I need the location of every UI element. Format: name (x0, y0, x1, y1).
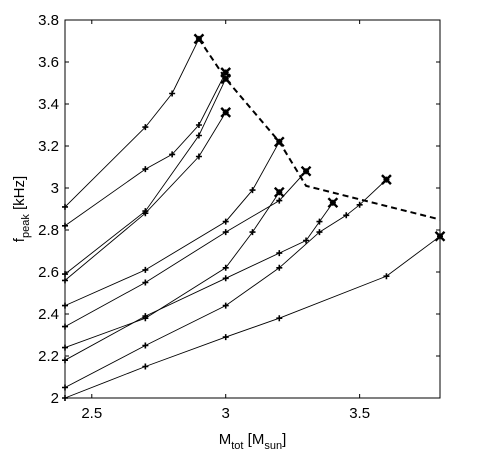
series-line-10 (64, 235, 441, 399)
plus-marker (222, 218, 229, 225)
series-line-5 (64, 141, 280, 307)
plot-data (62, 33, 446, 401)
y-tick-label: 2.6 (38, 264, 59, 281)
y-tick-label: 2 (51, 390, 59, 407)
plus-marker (142, 210, 149, 217)
y-tick-label: 3.6 (38, 54, 59, 71)
y-tick-label: 3.8 (38, 12, 59, 29)
plus-marker (222, 302, 229, 309)
plus-marker (343, 212, 350, 219)
plus-marker (169, 90, 176, 97)
series-line-6 (64, 170, 307, 327)
plus-marker (249, 187, 256, 194)
series-line-9 (64, 179, 387, 388)
plus-marker (276, 264, 283, 271)
x-marker (220, 73, 232, 85)
plus-marker (383, 273, 390, 280)
x-tick-label: 2.5 (81, 405, 102, 422)
plus-marker (142, 166, 149, 173)
series-line-3 (64, 78, 227, 275)
axes-frame (64, 19, 441, 399)
x-marker (273, 186, 285, 198)
plus-marker (195, 153, 202, 160)
series-line-8 (64, 202, 334, 361)
plus-marker (222, 334, 229, 341)
x-marker (327, 197, 339, 209)
y-tick-label: 2.4 (38, 306, 59, 323)
envelope-dashed-line (198, 38, 441, 221)
x-marker (193, 33, 205, 45)
series-line-4 (64, 112, 227, 281)
plus-marker (195, 122, 202, 128)
series-line-2 (64, 72, 227, 227)
y-tick-label: 3.4 (38, 96, 59, 113)
x-axis-label: Mtot [Msun] (219, 431, 287, 452)
plus-marker (142, 124, 149, 131)
plus-marker (316, 218, 323, 225)
plus-marker (249, 229, 256, 236)
plus-marker (169, 151, 176, 158)
plus-marker (142, 279, 149, 286)
x-marker (300, 165, 312, 177)
y-tick-label: 3 (51, 180, 59, 197)
y-tick-label: 2.2 (38, 348, 59, 365)
plus-marker (142, 266, 149, 273)
x-marker (381, 174, 392, 185)
plus-marker (142, 363, 149, 370)
plus-marker (356, 201, 363, 208)
plus-marker (303, 237, 310, 244)
y-axis-label: fpeak [kHz] (11, 176, 32, 242)
plus-marker (222, 275, 229, 282)
x-marker (273, 136, 285, 148)
x-marker (220, 107, 232, 118)
y-tick-label: 2.8 (38, 222, 59, 239)
y-tick-label: 3.2 (38, 138, 59, 155)
plus-marker (195, 132, 202, 139)
plus-marker (142, 313, 149, 320)
axis-ticks: 2.5 3 3.5 2 2.2 2.4 2.6 2.8 3 3.2 3.4 3.6 3.8 (38, 12, 440, 422)
x-tick-label: 3 (222, 405, 230, 422)
plus-marker (142, 342, 149, 349)
x-tick-label: 3.5 (349, 405, 370, 422)
plus-marker (316, 229, 323, 236)
plus-marker (276, 250, 283, 257)
series-line-1 (64, 38, 200, 208)
series-line-7 (64, 191, 280, 349)
plus-marker (222, 264, 229, 271)
plus-marker (276, 197, 283, 204)
plus-marker (276, 315, 283, 322)
plus-marker (222, 229, 229, 236)
